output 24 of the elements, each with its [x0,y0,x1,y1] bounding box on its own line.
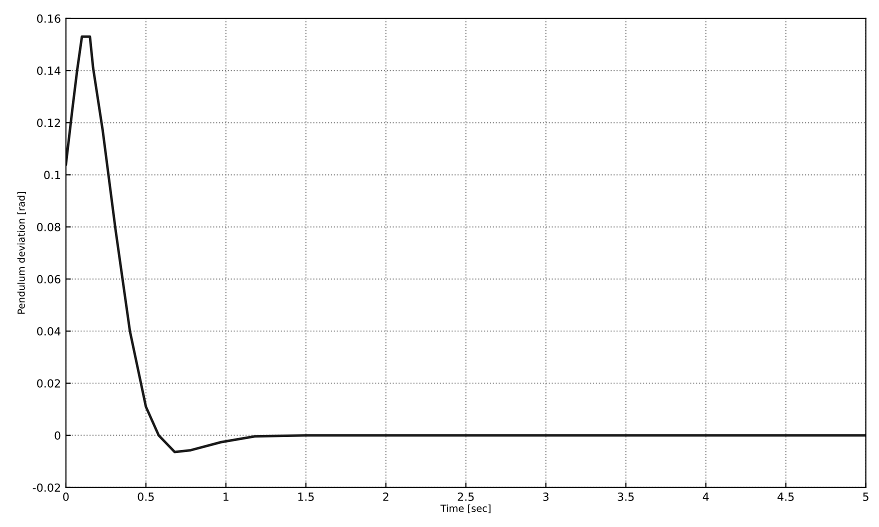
y-tick-label: -0.02 [32,483,60,492]
y-tick-label: 0.14 [37,66,60,75]
x-tick-label: 0 [63,492,69,501]
line-series [66,35,866,454]
x-tick-label: 4.5 [778,492,794,501]
y-tick-label: 0.02 [37,379,60,388]
x-tick-label: 1.5 [298,492,314,501]
y-axis-title: Pendulum deviation [rad] [17,192,26,314]
x-tick-label: 5 [863,492,868,501]
y-tick-label: 0.06 [37,274,60,284]
y-tick-label: 0.1 [44,170,60,180]
x-tick-label: 2 [383,492,388,501]
x-tick-label: 1 [224,492,228,501]
y-tick-label: 0.12 [37,118,60,128]
y-tick-label: 0 [54,431,60,440]
x-tick-label: 2.5 [458,492,474,501]
x-tick-label: 3 [543,492,549,501]
y-tick-label: 0.08 [37,222,60,232]
y-tick-label: 0.16 [37,14,60,23]
x-tick-label: 3.5 [618,492,634,501]
x-tick-label: 4 [702,492,709,501]
x-tick-label: 0.5 [138,492,154,501]
y-tick-label: 0.04 [37,327,60,336]
x-axis-title: Time [sec] [440,504,490,514]
